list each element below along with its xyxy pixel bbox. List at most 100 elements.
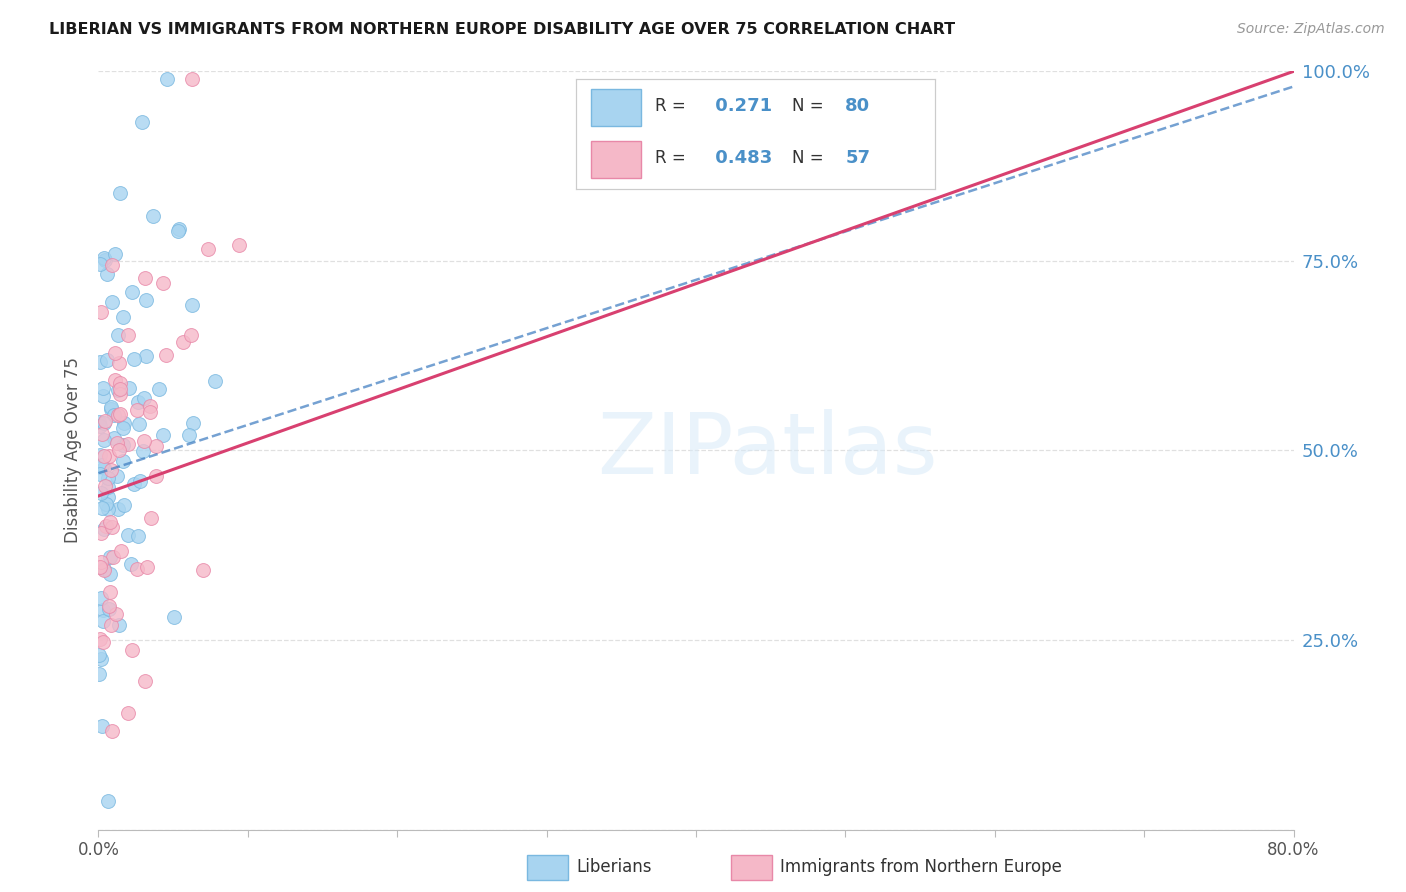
- Point: [89, 418, 111, 433]
- Point: [93, 251, 115, 265]
- Point: [127, 394, 149, 409]
- Point: [90, 555, 112, 569]
- Point: [90, 427, 112, 442]
- Point: [167, 224, 190, 238]
- FancyBboxPatch shape: [731, 855, 772, 880]
- Point: [152, 276, 174, 290]
- Point: [107, 327, 129, 342]
- Point: [141, 210, 163, 224]
- Point: [104, 246, 127, 260]
- Point: [117, 706, 139, 720]
- Point: [103, 431, 125, 445]
- Point: [136, 560, 159, 574]
- Point: [193, 563, 215, 577]
- Point: [97, 449, 120, 463]
- Point: [131, 114, 153, 128]
- Point: [122, 476, 145, 491]
- Point: [152, 428, 174, 442]
- Point: [98, 566, 121, 581]
- Point: [181, 416, 204, 430]
- Point: [181, 72, 204, 87]
- Point: [145, 439, 167, 453]
- Point: [91, 634, 114, 648]
- Point: [89, 632, 111, 647]
- Text: Liberians: Liberians: [576, 858, 652, 877]
- Text: ZIPatlas: ZIPatlas: [598, 409, 938, 492]
- Point: [121, 285, 143, 300]
- Point: [93, 478, 115, 492]
- Point: [96, 353, 118, 368]
- Point: [180, 328, 202, 343]
- Point: [134, 271, 156, 285]
- Point: [93, 561, 115, 575]
- Point: [181, 297, 204, 311]
- Point: [97, 501, 120, 516]
- Point: [112, 498, 135, 512]
- Point: [96, 267, 118, 281]
- Point: [90, 652, 112, 666]
- Point: [93, 563, 115, 577]
- Point: [105, 435, 128, 450]
- Point: [110, 544, 132, 558]
- Point: [108, 618, 131, 632]
- Point: [100, 402, 122, 417]
- Point: [111, 310, 134, 324]
- Point: [134, 673, 156, 688]
- Point: [132, 391, 155, 405]
- Point: [96, 498, 118, 512]
- Point: [103, 408, 125, 422]
- Point: [107, 502, 129, 516]
- Point: [132, 444, 155, 458]
- Point: [107, 408, 129, 422]
- Point: [93, 461, 115, 475]
- Point: [108, 443, 131, 458]
- Point: [105, 468, 128, 483]
- Point: [97, 490, 120, 504]
- Point: [98, 585, 121, 599]
- Point: [104, 346, 127, 360]
- Point: [122, 352, 145, 367]
- Point: [108, 408, 131, 422]
- Point: [94, 519, 117, 533]
- Text: Source: ZipAtlas.com: Source: ZipAtlas.com: [1237, 22, 1385, 37]
- Point: [100, 617, 122, 632]
- Point: [204, 374, 226, 388]
- Point: [125, 403, 148, 417]
- Point: [90, 525, 112, 540]
- Point: [94, 252, 117, 267]
- Point: [89, 449, 111, 463]
- Point: [128, 474, 150, 488]
- Point: [97, 479, 120, 493]
- Point: [135, 293, 157, 307]
- Point: [108, 382, 131, 396]
- Point: [118, 381, 141, 395]
- Point: [87, 416, 110, 430]
- Point: [155, 348, 177, 362]
- Point: [197, 243, 219, 257]
- Point: [100, 463, 122, 477]
- Point: [228, 238, 250, 252]
- Point: [89, 355, 111, 369]
- Point: [91, 603, 114, 617]
- Point: [107, 383, 129, 397]
- Point: [112, 416, 135, 430]
- Point: [172, 334, 194, 349]
- Point: [90, 501, 112, 516]
- Point: [89, 591, 111, 605]
- Point: [94, 414, 117, 428]
- Point: [117, 327, 139, 342]
- Y-axis label: Disability Age Over 75: Disability Age Over 75: [65, 358, 83, 543]
- Point: [90, 485, 112, 500]
- Point: [139, 400, 162, 414]
- Point: [111, 453, 134, 467]
- Point: [87, 667, 110, 681]
- Point: [139, 405, 162, 419]
- Point: [101, 259, 124, 273]
- Point: [139, 511, 162, 525]
- Point: [93, 433, 115, 447]
- Point: [93, 449, 115, 463]
- Point: [89, 467, 111, 481]
- Point: [90, 305, 112, 319]
- Text: LIBERIAN VS IMMIGRANTS FROM NORTHERN EUROPE DISABILITY AGE OVER 75 CORRELATION C: LIBERIAN VS IMMIGRANTS FROM NORTHERN EUR…: [49, 22, 955, 37]
- Point: [93, 416, 115, 430]
